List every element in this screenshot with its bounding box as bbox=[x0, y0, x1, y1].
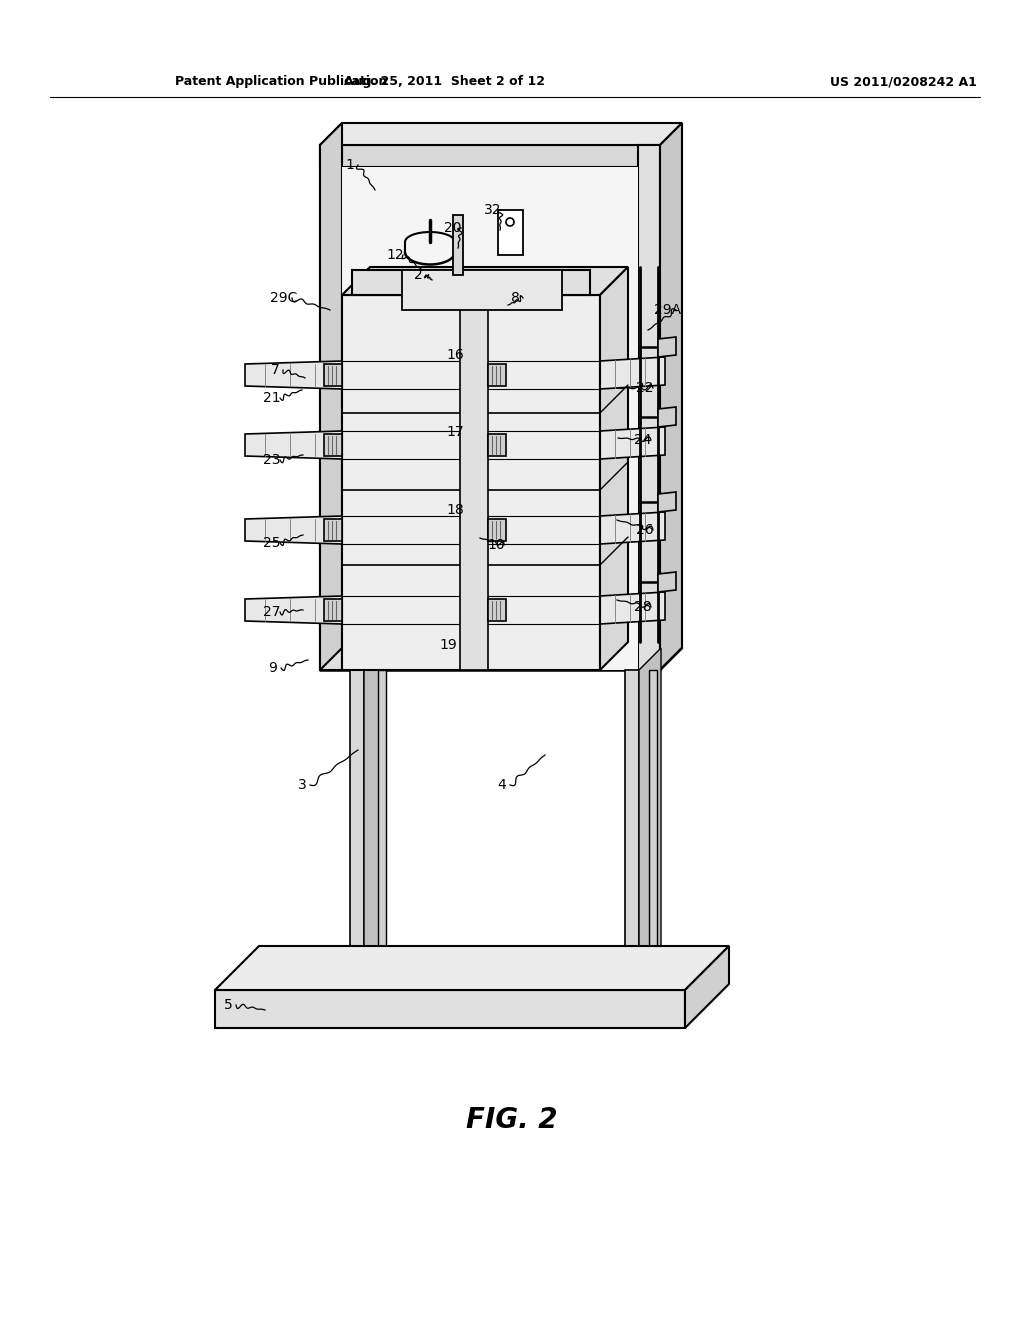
Polygon shape bbox=[215, 990, 685, 1028]
Polygon shape bbox=[658, 407, 676, 426]
Polygon shape bbox=[319, 123, 342, 671]
Polygon shape bbox=[639, 648, 662, 990]
Text: 5: 5 bbox=[223, 998, 232, 1012]
Polygon shape bbox=[660, 123, 682, 671]
Bar bbox=[488, 364, 506, 385]
Bar bbox=[649, 671, 657, 990]
Bar bbox=[378, 671, 386, 990]
Polygon shape bbox=[685, 946, 729, 1028]
Text: 18: 18 bbox=[446, 503, 464, 517]
Polygon shape bbox=[600, 591, 665, 624]
Text: US 2011/0208242 A1: US 2011/0208242 A1 bbox=[830, 75, 977, 88]
Text: 26: 26 bbox=[636, 523, 653, 537]
Polygon shape bbox=[342, 267, 628, 294]
Polygon shape bbox=[245, 360, 342, 389]
Text: 21: 21 bbox=[263, 391, 281, 405]
Polygon shape bbox=[319, 145, 660, 168]
Polygon shape bbox=[600, 267, 628, 671]
Polygon shape bbox=[600, 426, 665, 459]
Text: 28: 28 bbox=[634, 601, 652, 614]
Text: 1: 1 bbox=[345, 158, 354, 172]
Bar bbox=[324, 364, 342, 385]
Text: 8: 8 bbox=[511, 290, 519, 305]
Bar bbox=[488, 434, 506, 455]
Polygon shape bbox=[600, 356, 665, 389]
Bar bbox=[342, 360, 600, 389]
Bar bbox=[324, 599, 342, 620]
Text: 23: 23 bbox=[263, 453, 281, 467]
Bar bbox=[342, 597, 600, 624]
Bar bbox=[402, 271, 562, 310]
Bar bbox=[324, 519, 342, 541]
Bar bbox=[453, 215, 463, 275]
Polygon shape bbox=[319, 145, 342, 671]
Text: 32: 32 bbox=[484, 203, 502, 216]
Text: 3: 3 bbox=[298, 777, 306, 792]
Bar bbox=[342, 168, 638, 671]
Polygon shape bbox=[245, 597, 342, 624]
Bar bbox=[352, 271, 590, 294]
Bar bbox=[625, 671, 639, 990]
Text: 29A: 29A bbox=[654, 304, 682, 317]
Bar bbox=[460, 294, 488, 671]
Bar bbox=[498, 210, 523, 255]
Text: 17: 17 bbox=[446, 425, 464, 440]
Bar bbox=[350, 671, 364, 990]
Polygon shape bbox=[638, 145, 660, 671]
Text: 22: 22 bbox=[636, 381, 653, 395]
Text: 24: 24 bbox=[634, 433, 651, 447]
Polygon shape bbox=[600, 512, 665, 544]
Bar bbox=[342, 432, 600, 459]
Polygon shape bbox=[245, 516, 342, 544]
Text: 25: 25 bbox=[263, 536, 281, 550]
Polygon shape bbox=[342, 294, 600, 671]
Bar bbox=[342, 516, 600, 544]
Text: 4: 4 bbox=[498, 777, 507, 792]
Text: Patent Application Publication: Patent Application Publication bbox=[175, 75, 387, 88]
Bar bbox=[488, 599, 506, 620]
Polygon shape bbox=[245, 432, 342, 459]
Polygon shape bbox=[319, 123, 682, 145]
Polygon shape bbox=[658, 492, 676, 512]
Bar bbox=[324, 434, 342, 455]
Polygon shape bbox=[658, 572, 676, 591]
Text: 27: 27 bbox=[263, 605, 281, 619]
Text: 20: 20 bbox=[444, 220, 462, 235]
Text: Aug. 25, 2011  Sheet 2 of 12: Aug. 25, 2011 Sheet 2 of 12 bbox=[344, 75, 546, 88]
Polygon shape bbox=[364, 648, 386, 990]
Text: 10: 10 bbox=[487, 539, 505, 552]
Text: 9: 9 bbox=[268, 661, 278, 675]
Polygon shape bbox=[658, 337, 676, 356]
Text: 29C: 29C bbox=[270, 290, 298, 305]
Text: 16: 16 bbox=[446, 348, 464, 362]
Polygon shape bbox=[215, 946, 729, 990]
Text: 12: 12 bbox=[386, 248, 403, 261]
Text: FIG. 2: FIG. 2 bbox=[466, 1106, 558, 1134]
Text: 2: 2 bbox=[414, 268, 422, 282]
Text: 19: 19 bbox=[439, 638, 457, 652]
Bar bbox=[488, 519, 506, 541]
Text: 7: 7 bbox=[270, 363, 280, 378]
